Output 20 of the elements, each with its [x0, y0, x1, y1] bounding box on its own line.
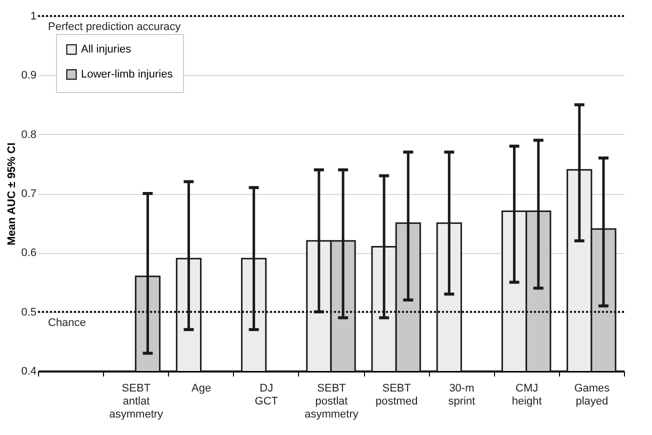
- y-axis-title: Mean AUC ± 95% CI: [6, 142, 18, 246]
- y-tick-label: 1: [30, 10, 36, 22]
- y-tick-label: 0.8: [21, 128, 36, 141]
- y-tick-label: 0.9: [21, 70, 36, 82]
- legend-label: Lower-limb injuries: [81, 68, 174, 80]
- y-tick-label: 0.5: [21, 306, 36, 318]
- y-tick-label: 0.6: [21, 247, 36, 260]
- x-tick-label: SEBT postmed: [376, 382, 418, 408]
- x-tick-label: Age: [191, 382, 212, 394]
- ref-line-label: Chance: [48, 316, 86, 329]
- ref-line-label: Perfect prediction accuracy: [48, 21, 182, 33]
- x-tick-label: Games played: [574, 382, 610, 408]
- x-tick-label: SEBT postlat asymmetry: [304, 382, 359, 420]
- x-tick-label: DJ GCT: [254, 382, 278, 408]
- x-tick-label: 30-m sprint: [448, 382, 476, 408]
- legend-label: All injuries: [81, 44, 132, 56]
- x-tick-label: SEBT antlat asymmetry: [109, 382, 164, 420]
- y-tick-label: 0.4: [21, 366, 36, 378]
- y-tick-label: 0.7: [21, 188, 36, 200]
- x-tick-label: CMJ height: [512, 382, 542, 408]
